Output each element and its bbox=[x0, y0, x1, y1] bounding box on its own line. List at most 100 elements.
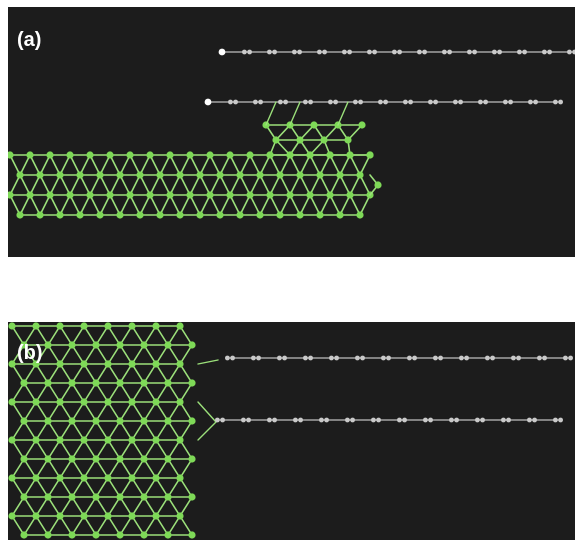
metal-atom bbox=[20, 493, 28, 501]
metal-atom bbox=[32, 436, 40, 444]
metal-atom bbox=[356, 211, 364, 219]
metal-bond bbox=[71, 420, 85, 441]
carbon-chain-atom bbox=[247, 49, 253, 55]
carbon-chain-atom bbox=[454, 417, 459, 423]
metal-bond bbox=[35, 496, 49, 517]
metal-bond bbox=[143, 496, 157, 517]
metal-atom bbox=[76, 171, 84, 179]
metal-atom bbox=[8, 360, 16, 368]
metal-atom bbox=[326, 151, 334, 159]
carbon-chain-atom bbox=[253, 99, 258, 105]
carbon-chain-atom bbox=[317, 49, 322, 55]
metal-atom bbox=[56, 360, 64, 368]
metal-bond bbox=[143, 382, 157, 403]
metal-bond bbox=[95, 496, 109, 517]
metal-bond bbox=[79, 174, 91, 196]
metal-bond bbox=[209, 194, 221, 216]
metal-atom bbox=[116, 379, 124, 387]
metal-bond bbox=[35, 382, 49, 403]
metal-atom bbox=[128, 360, 136, 368]
metal-atom bbox=[106, 151, 114, 159]
metal-atom bbox=[80, 322, 88, 330]
metal-bond bbox=[83, 382, 97, 403]
metal-atom bbox=[152, 474, 160, 482]
metal-atom bbox=[306, 151, 314, 159]
metal-bond bbox=[119, 439, 133, 460]
metal-bond bbox=[59, 363, 73, 384]
metal-atom bbox=[316, 171, 324, 179]
carbon-chain-atom bbox=[242, 49, 247, 55]
carbon-chain-atom bbox=[347, 49, 352, 55]
metal-bond bbox=[109, 194, 121, 216]
metal-atom bbox=[310, 121, 318, 129]
metal-bond bbox=[219, 194, 231, 216]
metal-atom bbox=[32, 322, 40, 330]
metal-bond bbox=[109, 154, 121, 176]
carbon-chain-atom bbox=[256, 355, 261, 361]
chain-end-atom bbox=[218, 48, 226, 56]
metal-bond bbox=[99, 174, 111, 196]
metal-atom bbox=[206, 151, 214, 159]
carbon-chain-atom bbox=[449, 417, 454, 423]
carbon-chain-atom bbox=[267, 417, 272, 423]
metal-bond bbox=[143, 439, 157, 460]
metal-bond bbox=[179, 496, 193, 517]
carbon-chain-atom bbox=[506, 417, 511, 423]
metal-atom bbox=[236, 171, 244, 179]
metal-bond bbox=[119, 401, 133, 422]
metal-bond bbox=[23, 363, 37, 384]
metal-atom bbox=[374, 181, 382, 189]
metal-bond bbox=[59, 325, 73, 346]
metal-bond bbox=[107, 420, 121, 441]
metal-bond bbox=[143, 401, 157, 422]
metal-atom bbox=[80, 436, 88, 444]
metal-atom bbox=[116, 493, 124, 501]
metal-bond bbox=[279, 154, 291, 176]
metal-bond bbox=[309, 174, 321, 196]
carbon-chain-atom bbox=[322, 49, 327, 55]
metal-bond bbox=[89, 194, 101, 216]
carbon-chain-atom bbox=[397, 49, 402, 55]
metal-bond bbox=[143, 515, 157, 536]
metal-bond bbox=[269, 194, 281, 216]
metal-bond bbox=[49, 194, 61, 216]
carbon-chain-atom bbox=[345, 417, 350, 423]
metal-bond bbox=[229, 174, 241, 196]
metal-atom bbox=[66, 151, 74, 159]
carbon-chain-atom bbox=[422, 49, 427, 55]
metal-bond bbox=[167, 401, 181, 422]
metal-bond bbox=[39, 154, 51, 176]
metal-atom bbox=[358, 121, 366, 129]
metal-atom bbox=[92, 531, 100, 539]
metal-bond bbox=[29, 174, 41, 196]
metal-bond bbox=[71, 458, 85, 479]
metal-bond bbox=[131, 363, 145, 384]
carbon-chain-atom bbox=[292, 49, 297, 55]
metal-atom bbox=[26, 151, 34, 159]
metal-bond bbox=[107, 325, 121, 346]
carbon-chain-atom bbox=[324, 417, 329, 423]
metal-bond bbox=[19, 194, 31, 216]
metal-bond bbox=[107, 496, 121, 517]
metal-bond bbox=[349, 174, 361, 196]
metal-atom bbox=[56, 474, 64, 482]
metal-bond bbox=[11, 325, 25, 346]
metal-bond bbox=[83, 477, 97, 498]
metal-bond bbox=[71, 477, 85, 498]
metal-bond bbox=[169, 174, 181, 196]
metal-atom bbox=[128, 512, 136, 520]
metal-bond bbox=[179, 325, 193, 346]
carbon-chain-atom bbox=[533, 99, 538, 105]
metal-bond bbox=[179, 154, 191, 176]
carbon-chain-atom bbox=[215, 417, 220, 423]
metal-bond bbox=[299, 174, 311, 196]
metal-atom bbox=[152, 360, 160, 368]
metal-atom bbox=[68, 341, 76, 349]
metal-atom bbox=[136, 211, 144, 219]
metal-bond bbox=[329, 174, 341, 196]
carbon-chain-atom bbox=[503, 99, 508, 105]
carbon-chain-atom bbox=[417, 49, 422, 55]
metal-bond bbox=[229, 194, 241, 216]
metal-bond bbox=[131, 420, 145, 441]
carbon-chain-atom bbox=[303, 99, 308, 105]
